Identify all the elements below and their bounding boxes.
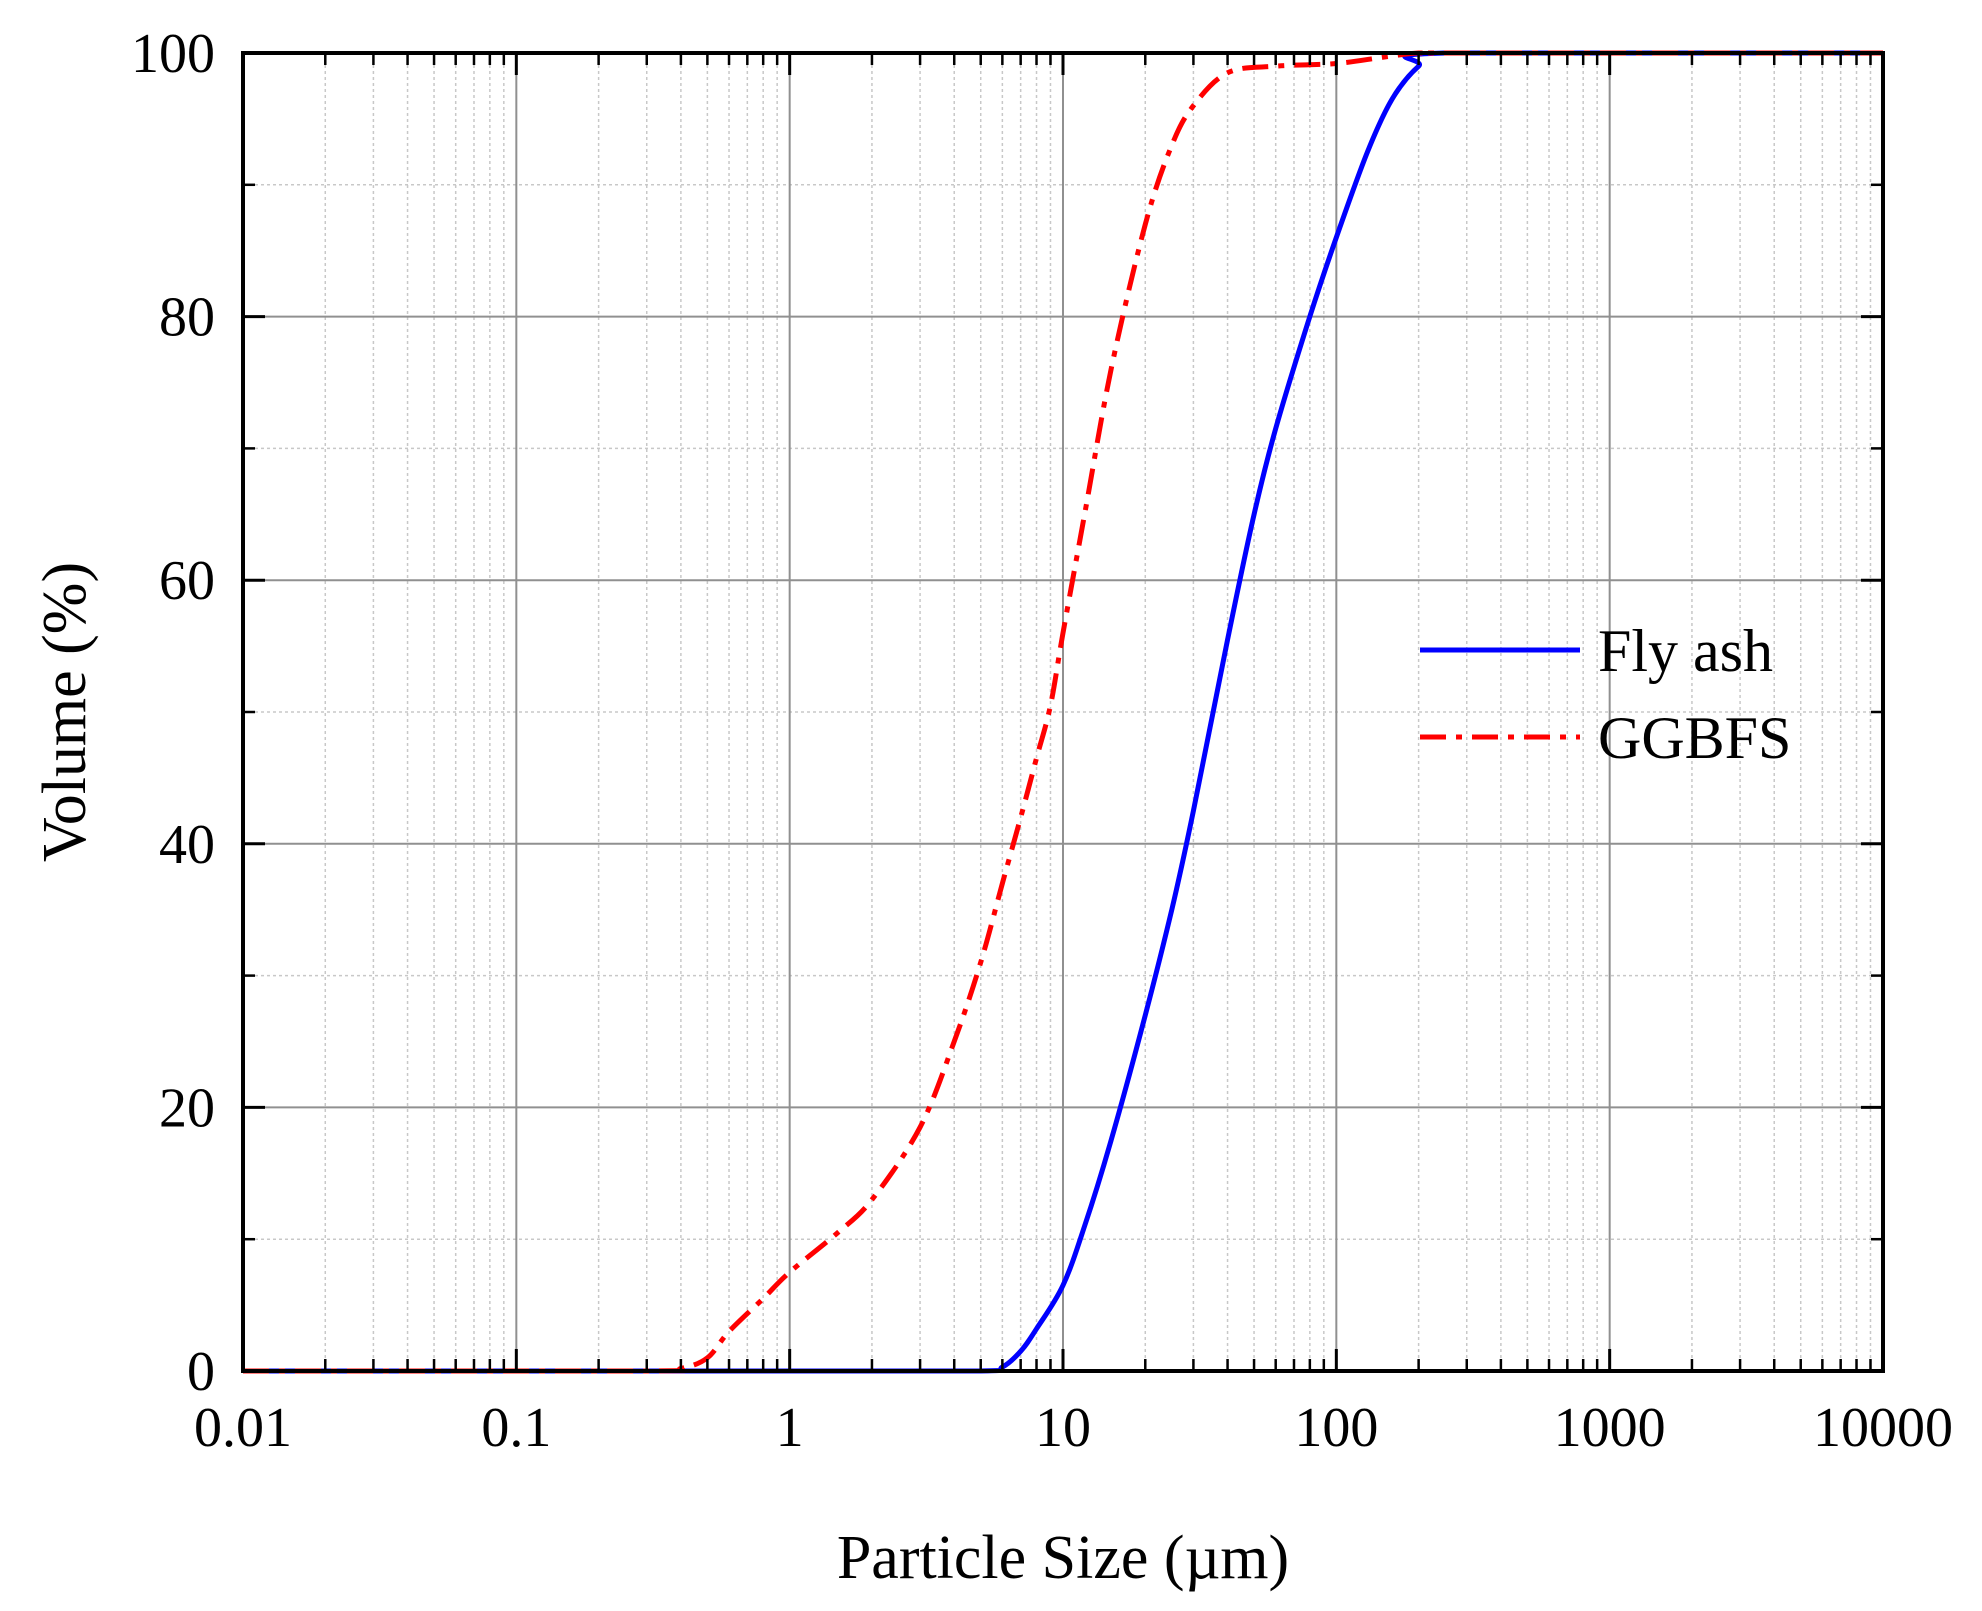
- legend-label-ggbfs: GGBFS: [1598, 705, 1791, 771]
- x-tick-label: 1: [776, 1397, 804, 1459]
- x-tick-label: 1000: [1554, 1397, 1666, 1459]
- y-tick-label: 40: [159, 814, 215, 876]
- tick-marks: [241, 51, 1885, 1373]
- x-axis-title: Particle Size (µm): [837, 1524, 1289, 1592]
- y-tick-label: 100: [131, 23, 215, 85]
- y-tick-label: 80: [159, 287, 215, 349]
- y-tick-labels: 0 20 40 60 80 100: [131, 23, 215, 1403]
- x-tick-labels: 0.01 0.1 1 10 100 1000 10000: [194, 1397, 1953, 1459]
- legend-label-fly-ash: Fly ash: [1598, 618, 1773, 684]
- y-tick-label: 0: [187, 1341, 215, 1403]
- x-tick-label: 100: [1294, 1397, 1378, 1459]
- minor-grid: [243, 53, 1883, 1371]
- y-tick-label: 60: [159, 550, 215, 612]
- x-tick-label: 0.01: [194, 1397, 292, 1459]
- x-tick-label: 10: [1035, 1397, 1091, 1459]
- y-axis-title: Volume (%): [31, 562, 99, 862]
- x-tick-label: 10000: [1813, 1397, 1953, 1459]
- legend: Fly ash GGBFS: [1420, 618, 1791, 771]
- y-tick-label: 20: [159, 1077, 215, 1139]
- x-tick-label: 0.1: [481, 1397, 551, 1459]
